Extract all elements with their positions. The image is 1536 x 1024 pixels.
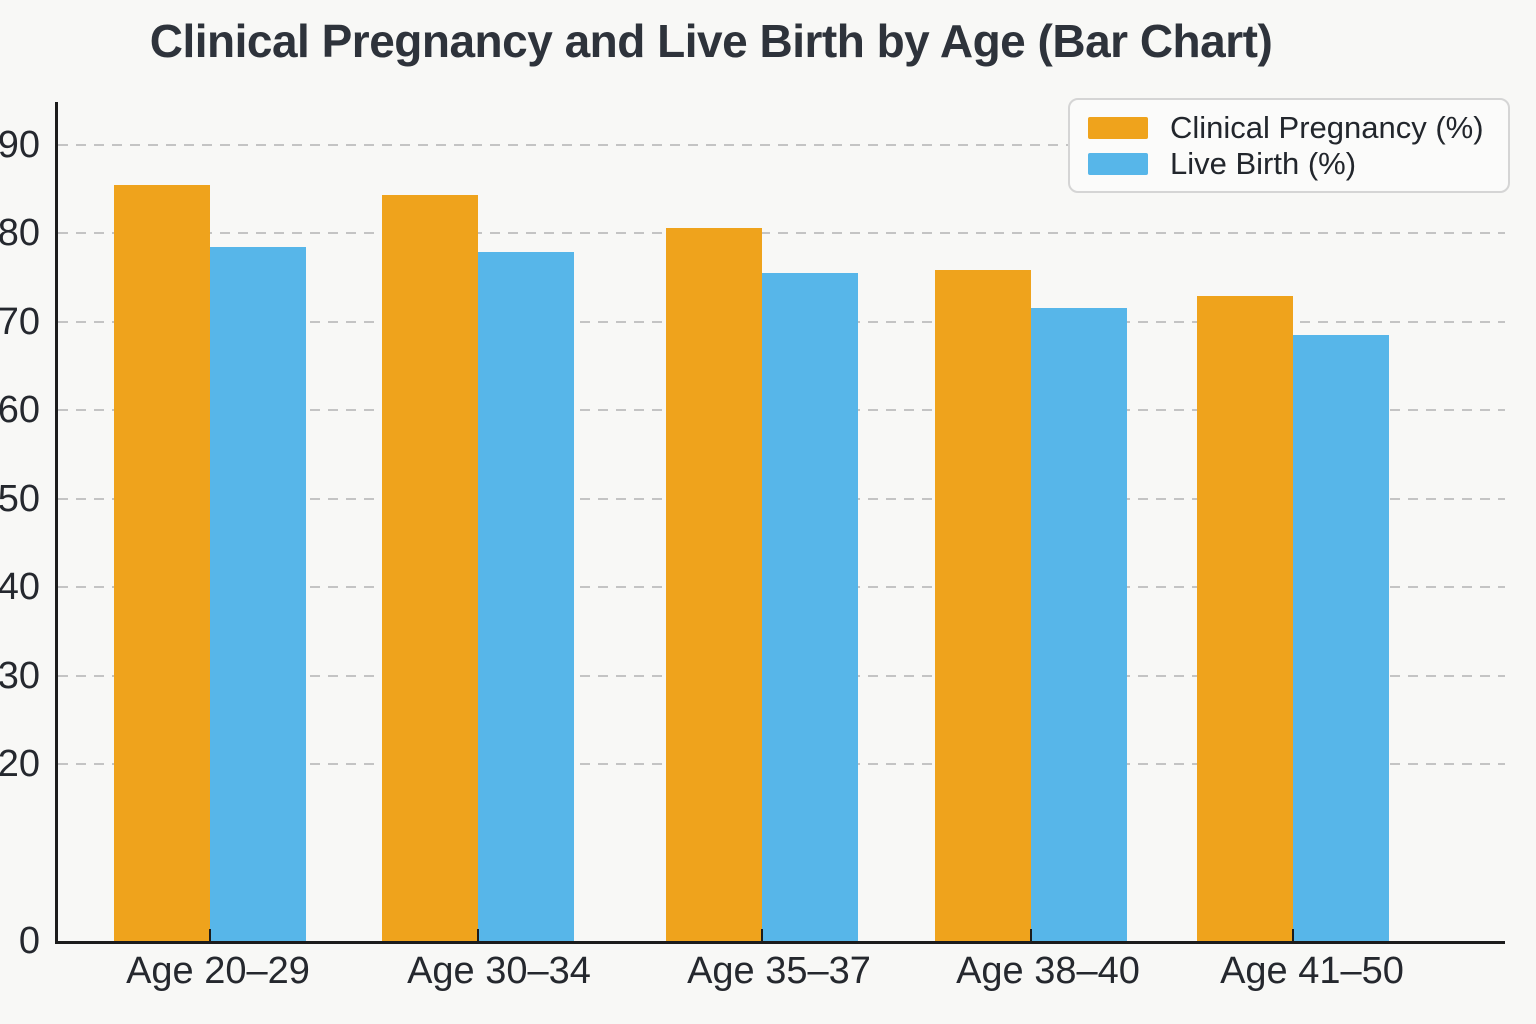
x-tick-mark-age-38-40 (1030, 929, 1032, 942)
x-tick-label-age-38-40: Age 38–40 (956, 950, 1140, 992)
x-tick-mark-age-35-37 (761, 929, 763, 942)
legend-label: Live Birth (%) (1170, 145, 1357, 181)
legend-label: Clinical Pregnancy (%) (1170, 109, 1484, 145)
y-tick-label-0: 0 (18, 920, 40, 962)
bar-live-birth-age-30-34 (478, 252, 574, 941)
x-tick-label-age-41-50: Age 41–50 (1220, 950, 1404, 992)
bar-live-birth-age-20-29 (210, 246, 306, 941)
bar-clinical-pregnancy-age-38-40 (935, 269, 1031, 941)
chart-title: Clinical Pregnancy and Live Birth by Age… (149, 15, 1273, 67)
y-tick-label-50: 50 (0, 477, 40, 520)
legend-swatch-clinical-pregnancy-icon (1088, 116, 1148, 139)
bar-live-birth-age-35-37 (762, 273, 858, 941)
legend-swatch-live-birth-icon (1088, 152, 1148, 175)
x-tick-mark-age-30-34 (477, 929, 479, 942)
bar-live-birth-age-38-40 (1031, 307, 1127, 941)
gridline-80 (58, 232, 1505, 235)
x-tick-mark-age-41-50 (1292, 929, 1294, 942)
x-axis-line (55, 941, 1505, 944)
bar-clinical-pregnancy-age-20-29 (114, 184, 210, 941)
y-tick-label-80: 80 (0, 212, 40, 255)
bar-clinical-pregnancy-age-35-37 (666, 228, 762, 941)
y-tick-label-30: 30 (0, 654, 40, 697)
y-tick-label-90: 90 (0, 124, 40, 166)
y-axis-line (55, 102, 58, 944)
x-tick-mark-age-20-29 (209, 929, 211, 942)
y-tick-label-40: 40 (0, 566, 40, 609)
bar-clinical-pregnancy-age-30-34 (382, 195, 478, 941)
gridline-90 (58, 144, 1505, 146)
x-tick-label-age-30-34: Age 30–34 (407, 950, 591, 992)
legend-item-live-birth: Live Birth (%) (1088, 145, 1490, 181)
bar-clinical-pregnancy-age-41-50 (1197, 296, 1293, 941)
legend-item-clinical-pregnancy: Clinical Pregnancy (%) (1088, 109, 1490, 145)
y-tick-label-20: 20 (0, 743, 40, 786)
y-tick-label-70: 70 (0, 300, 40, 343)
y-tick-label-60: 60 (0, 389, 40, 432)
x-tick-label-age-35-37: Age 35–37 (687, 950, 871, 992)
legend: Clinical Pregnancy (%) Live Birth (%) (1068, 98, 1510, 193)
x-tick-label-age-20-29: Age 20–29 (126, 950, 310, 992)
bar-live-birth-age-41-50 (1293, 335, 1389, 941)
